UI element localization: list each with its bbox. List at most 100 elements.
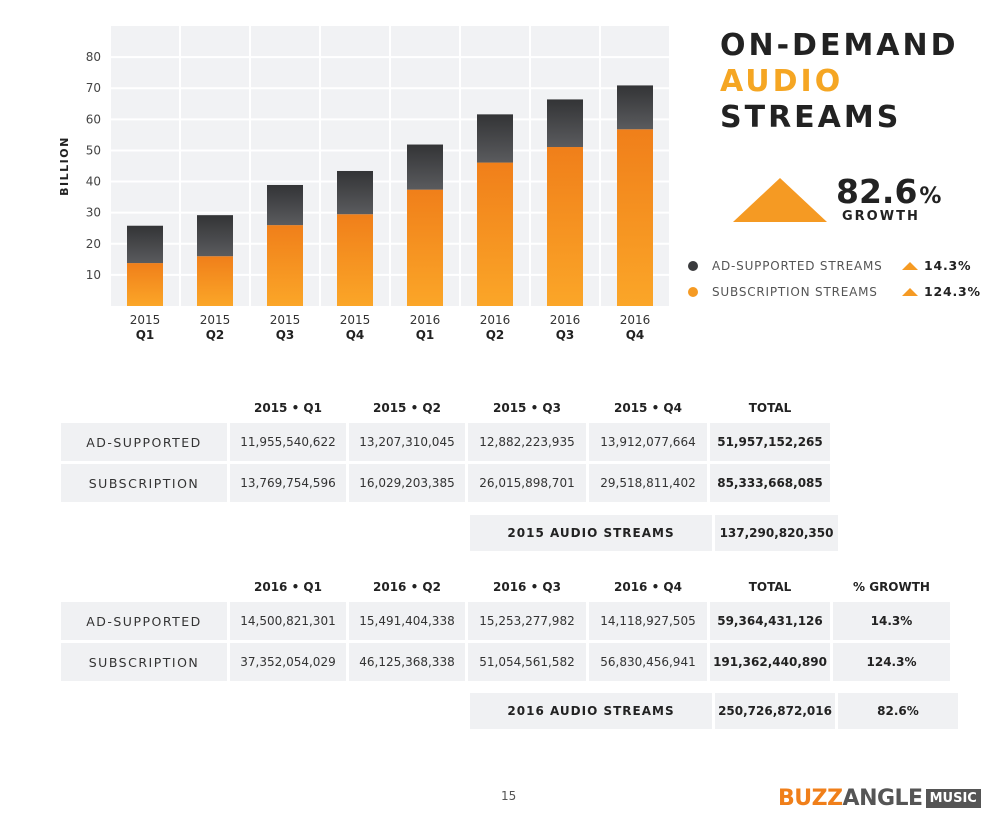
stacked-bar-chart: 1020304050607080BILLION2015Q12015Q22015Q…	[58, 26, 670, 342]
legend-label: AD-SUPPORTED STREAMS	[712, 258, 883, 273]
x-tick-label-quarter: Q2	[206, 328, 225, 342]
page-number: 15	[501, 789, 517, 803]
y-tick-label: 70	[86, 81, 101, 95]
x-tick-label-year: 2016	[410, 313, 441, 327]
table-cell: 13,207,310,045	[349, 423, 465, 461]
bar-subscription	[337, 214, 373, 306]
y-tick-label: 40	[86, 175, 101, 189]
column-header: 2016 • Q1	[254, 580, 322, 594]
bar-ad-supported	[547, 99, 583, 148]
table-cell: 15,253,277,982	[468, 602, 586, 640]
table-cell: 15,491,404,338	[349, 602, 465, 640]
summary-row-2016: 2016 AUDIO STREAMS 250,726,872,016 82.6%	[470, 693, 958, 729]
y-tick-label: 50	[86, 143, 101, 157]
table-cell: 29,518,811,402	[589, 464, 707, 502]
x-tick-label-year: 2015	[200, 313, 231, 327]
bar-ad-supported	[127, 225, 163, 264]
x-tick-label-quarter: Q1	[416, 328, 435, 342]
buzzangle-logo: BUZZ ANGLE MUSIC	[778, 786, 981, 811]
summary-total: 250,726,872,016	[715, 693, 835, 729]
x-tick-label-quarter: Q4	[346, 328, 365, 342]
row-label: AD-SUPPORTED	[61, 423, 227, 461]
summary-row-2015: 2015 AUDIO STREAMS 137,290,820,350	[470, 515, 838, 551]
summary-growth: 82.6%	[838, 693, 958, 729]
column-header: 2015 • Q3	[493, 401, 561, 415]
bar-subscription	[617, 129, 653, 306]
y-tick-label: 10	[86, 268, 101, 282]
bar-ad-supported	[477, 114, 513, 163]
table-cell: 11,955,540,622	[230, 423, 346, 461]
column-header: 2016 • Q2	[373, 580, 441, 594]
bar-ad-supported	[267, 184, 303, 226]
table-cell-growth: 124.3%	[833, 643, 950, 681]
table-cell-total: 191,362,440,890	[710, 643, 830, 681]
bar-subscription	[197, 256, 233, 306]
x-tick-label-quarter: Q4	[626, 328, 645, 342]
bar-ad-supported	[197, 215, 233, 257]
bar-ad-supported	[617, 85, 653, 130]
x-tick-label-year: 2015	[130, 313, 161, 327]
table-cell: 12,882,223,935	[468, 423, 586, 461]
table-row: SUBSCRIPTION 37,352,054,029 46,125,368,3…	[61, 643, 950, 681]
x-tick-label-year: 2015	[270, 313, 301, 327]
table-cell: 16,029,203,385	[349, 464, 465, 502]
column-header: 2015 • Q2	[373, 401, 441, 415]
table-cell: 56,830,456,941	[589, 643, 707, 681]
table-row: SUBSCRIPTION 13,769,754,596 16,029,203,3…	[61, 464, 830, 502]
dark-dot-icon	[688, 260, 698, 271]
table-cell: 13,769,754,596	[230, 464, 346, 502]
growth-triangle-icon	[733, 178, 827, 222]
column-header: 2015 • Q1	[254, 401, 322, 415]
y-tick-label: 80	[86, 50, 101, 64]
growth-value: 82.6%	[836, 172, 942, 211]
column-header: TOTAL	[748, 401, 792, 415]
summary-label: 2015 AUDIO STREAMS	[470, 515, 712, 551]
table-cell: 14,500,821,301	[230, 602, 346, 640]
table-cell-growth: 14.3%	[833, 602, 950, 640]
orange-dot-icon	[688, 286, 698, 297]
legend-label: SUBSCRIPTION STREAMS	[712, 284, 878, 299]
x-tick-label-quarter: Q1	[136, 328, 155, 342]
x-tick-label-quarter: Q3	[556, 328, 575, 342]
column-header: 2015 • Q4	[614, 401, 682, 415]
table-2015: 2015 • Q1 2015 • Q2 2015 • Q3 2015 • Q4 …	[58, 393, 833, 505]
table-row: AD-SUPPORTED 14,500,821,301 15,491,404,3…	[61, 602, 950, 640]
row-label: SUBSCRIPTION	[61, 464, 227, 502]
up-triangle-icon	[902, 261, 918, 270]
x-tick-label-year: 2016	[620, 313, 651, 327]
column-header: % GROWTH	[853, 580, 930, 594]
bar-subscription	[407, 189, 443, 306]
title-line-2: AUDIO	[720, 64, 844, 99]
legend-item-ad-supported: AD-SUPPORTED STREAMS 14.3%	[688, 258, 971, 273]
table-cell: 26,015,898,701	[468, 464, 586, 502]
table-cell-total: 85,333,668,085	[710, 464, 830, 502]
summary-total: 137,290,820,350	[715, 515, 838, 551]
column-header: 2016 • Q4	[614, 580, 682, 594]
table-cell: 14,118,927,505	[589, 602, 707, 640]
summary-label: 2016 AUDIO STREAMS	[470, 693, 712, 729]
table-row: AD-SUPPORTED 11,955,540,622 13,207,310,0…	[61, 423, 830, 461]
bar-subscription	[477, 162, 513, 306]
column-header: 2016 • Q3	[493, 580, 561, 594]
bar-subscription	[127, 263, 163, 306]
title-line-3: STREAMS	[720, 100, 902, 135]
table-cell: 46,125,368,338	[349, 643, 465, 681]
legend-item-subscription: SUBSCRIPTION STREAMS 124.3%	[688, 284, 981, 299]
legend-change: 14.3%	[924, 258, 972, 273]
table-cell: 51,054,561,582	[468, 643, 586, 681]
title-line-1: ON-DEMAND	[720, 28, 959, 63]
growth-label: GROWTH	[842, 209, 920, 224]
legend-change: 124.3%	[924, 284, 981, 299]
row-label: AD-SUPPORTED	[61, 602, 227, 640]
x-tick-label-year: 2016	[480, 313, 511, 327]
row-label: SUBSCRIPTION	[61, 643, 227, 681]
bar-ad-supported	[407, 144, 443, 190]
x-tick-label-year: 2015	[340, 313, 371, 327]
bar-subscription	[547, 147, 583, 306]
column-header: TOTAL	[748, 580, 792, 594]
table-cell: 13,912,077,664	[589, 423, 707, 461]
x-tick-label-quarter: Q2	[486, 328, 505, 342]
bar-ad-supported	[337, 170, 373, 215]
x-tick-label-year: 2016	[550, 313, 581, 327]
up-triangle-icon	[902, 287, 918, 296]
